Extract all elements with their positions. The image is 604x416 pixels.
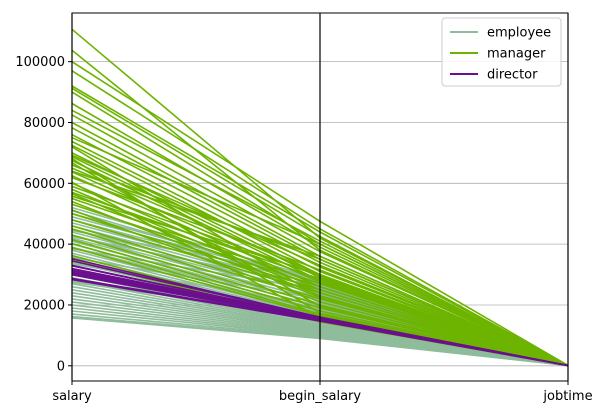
x-axis-label-salary: salary [52,389,92,404]
legend-label-director: director [487,68,538,83]
y-tick-label: 0 [57,359,65,374]
legend-label-employee: employee [487,26,551,41]
y-tick-label: 20000 [24,298,65,313]
y-tick-label: 40000 [24,238,65,253]
legend-box [441,17,562,87]
legend: employee manager director [441,17,562,87]
y-ticks: 0 20000 40000 60000 80000 100000 [15,55,72,374]
y-tick-label: 60000 [24,177,65,192]
x-axis-label-jobtime: jobtime [542,389,592,404]
y-tick-label: 100000 [15,55,65,70]
legend-label-manager: manager [487,47,546,62]
x-axis-labels: salary begin_salary jobtime [52,381,593,404]
x-axis-label-begin_salary: begin_salary [279,389,362,404]
y-tick-label: 80000 [24,116,65,131]
